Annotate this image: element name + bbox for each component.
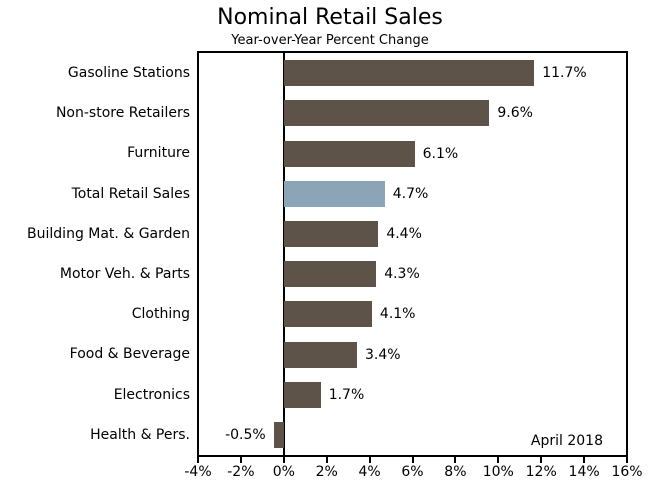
category-label: Building Mat. & Garden: [27, 225, 190, 242]
zero-axis-line: [283, 53, 286, 455]
x-tick-mark: [626, 457, 628, 463]
x-tick-mark: [239, 457, 242, 463]
category-label: Non-store Retailers: [55, 105, 190, 122]
bar: [284, 140, 415, 167]
x-tick-mark: [540, 457, 543, 463]
value-label: -0.5%: [225, 426, 266, 443]
x-tick-label: 14%: [568, 464, 600, 480]
bar: [273, 421, 285, 448]
category-label: Gasoline Stations: [67, 65, 190, 82]
value-label: 4.3%: [384, 266, 420, 283]
x-tick-mark: [197, 457, 199, 463]
category-label: Food & Beverage: [69, 346, 190, 363]
value-label: 11.7%: [542, 65, 587, 82]
chart-title: Nominal Retail Sales: [217, 5, 443, 30]
x-tick-mark: [454, 457, 457, 463]
x-tick-label: 16%: [611, 464, 643, 480]
bar: [284, 100, 490, 127]
x-tick-label: 6%: [401, 464, 424, 480]
category-label: Electronics: [113, 386, 190, 403]
x-tick-mark: [325, 457, 328, 463]
x-tick-label: 10%: [482, 464, 514, 480]
bar: [284, 220, 379, 247]
category-label: Furniture: [127, 145, 190, 162]
x-tick-mark: [368, 457, 371, 463]
bar: [284, 341, 357, 368]
value-label: 4.4%: [386, 225, 422, 242]
x-tick-label: -4%: [184, 464, 212, 480]
category-label: Motor Veh. & Parts: [59, 266, 190, 283]
category-label: Clothing: [131, 306, 190, 323]
value-label: 4.7%: [392, 185, 429, 202]
bar: [284, 381, 321, 408]
value-label: 1.7%: [328, 386, 365, 403]
value-label: 6.1%: [422, 145, 459, 162]
value-label: 3.4%: [364, 346, 401, 363]
x-tick-label: 8%: [444, 464, 467, 480]
x-tick-mark: [497, 457, 500, 463]
plot-area: 11.7% 9.6% 6.1% 4.7% 4.4% 4.3% 4.1% 3.4% 1.7% -0.…: [197, 51, 628, 457]
chart-subtitle: Year-over-Year Percent Change: [231, 33, 429, 48]
date-annotation: April 2018: [530, 433, 603, 449]
x-tick-label: 12%: [525, 464, 557, 480]
category-label: Health & Pers.: [90, 426, 190, 443]
x-tick-label: 4%: [358, 464, 381, 480]
x-tick-label: 0%: [272, 464, 295, 480]
x-tick-label: 2%: [315, 464, 338, 480]
bar: [284, 60, 535, 87]
bar: [284, 261, 377, 288]
bar: [284, 301, 372, 328]
x-tick-label: -2%: [227, 464, 255, 480]
value-label: 9.6%: [497, 105, 533, 122]
x-tick-mark: [411, 457, 414, 463]
x-tick-mark: [282, 457, 285, 463]
value-label: 4.1%: [379, 306, 416, 323]
bar-highlight: [284, 180, 385, 207]
x-tick-mark: [583, 457, 586, 463]
category-label: Total Retail Sales: [71, 185, 190, 202]
